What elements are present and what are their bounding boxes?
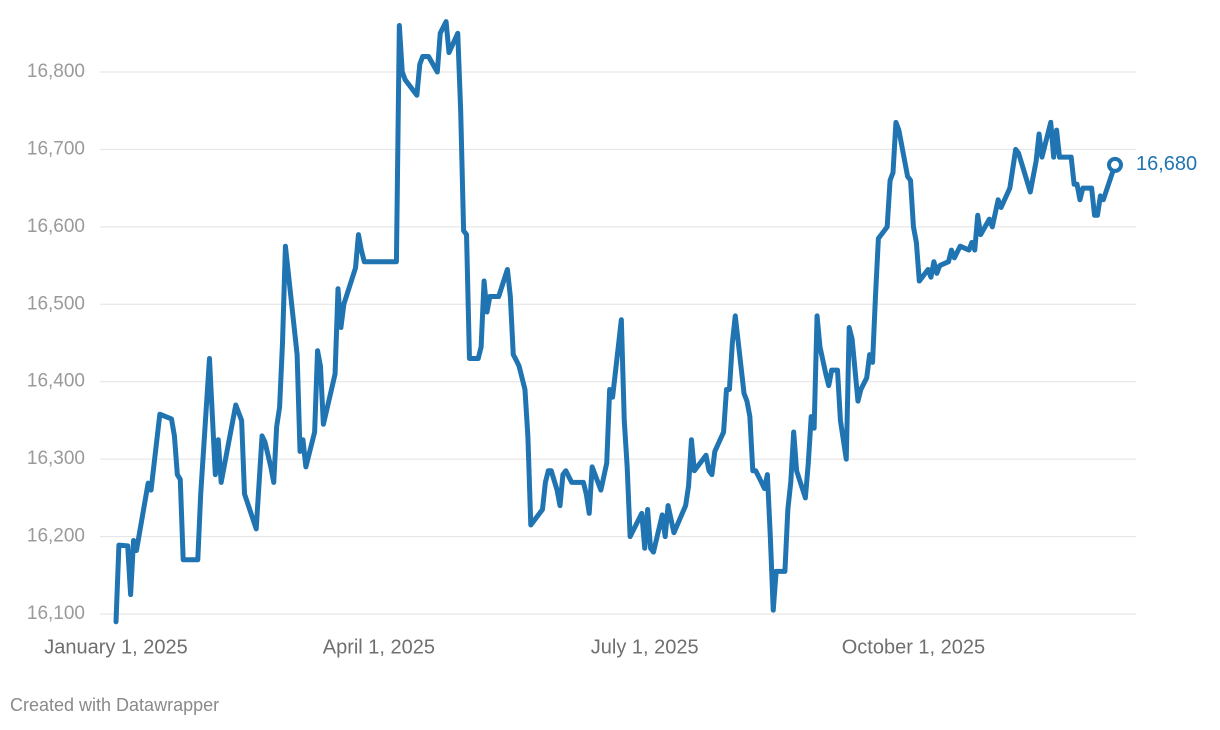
y-tick-label: 16,200	[27, 526, 85, 547]
y-tick-label: 16,700	[27, 138, 85, 159]
y-tick-label: 16,500	[27, 293, 85, 314]
y-tick-label: 16,300	[27, 448, 85, 469]
end-marker	[1107, 156, 1123, 173]
y-tick-label: 16,100	[27, 603, 85, 624]
footer: Created with Datawrapper	[10, 695, 219, 715]
x-tick-label: January 1, 2025	[44, 636, 187, 658]
x-tick-label: April 1, 2025	[323, 636, 435, 658]
y-tick-label: 16,600	[27, 216, 85, 237]
x-tick-label: October 1, 2025	[842, 636, 985, 658]
end-label: 16,680	[1136, 153, 1197, 175]
y-tick-label: 16,800	[27, 61, 85, 82]
line	[113, 19, 1118, 625]
y-tick-label: 16,400	[27, 371, 85, 392]
x-tick-label: July 1, 2025	[591, 636, 699, 658]
